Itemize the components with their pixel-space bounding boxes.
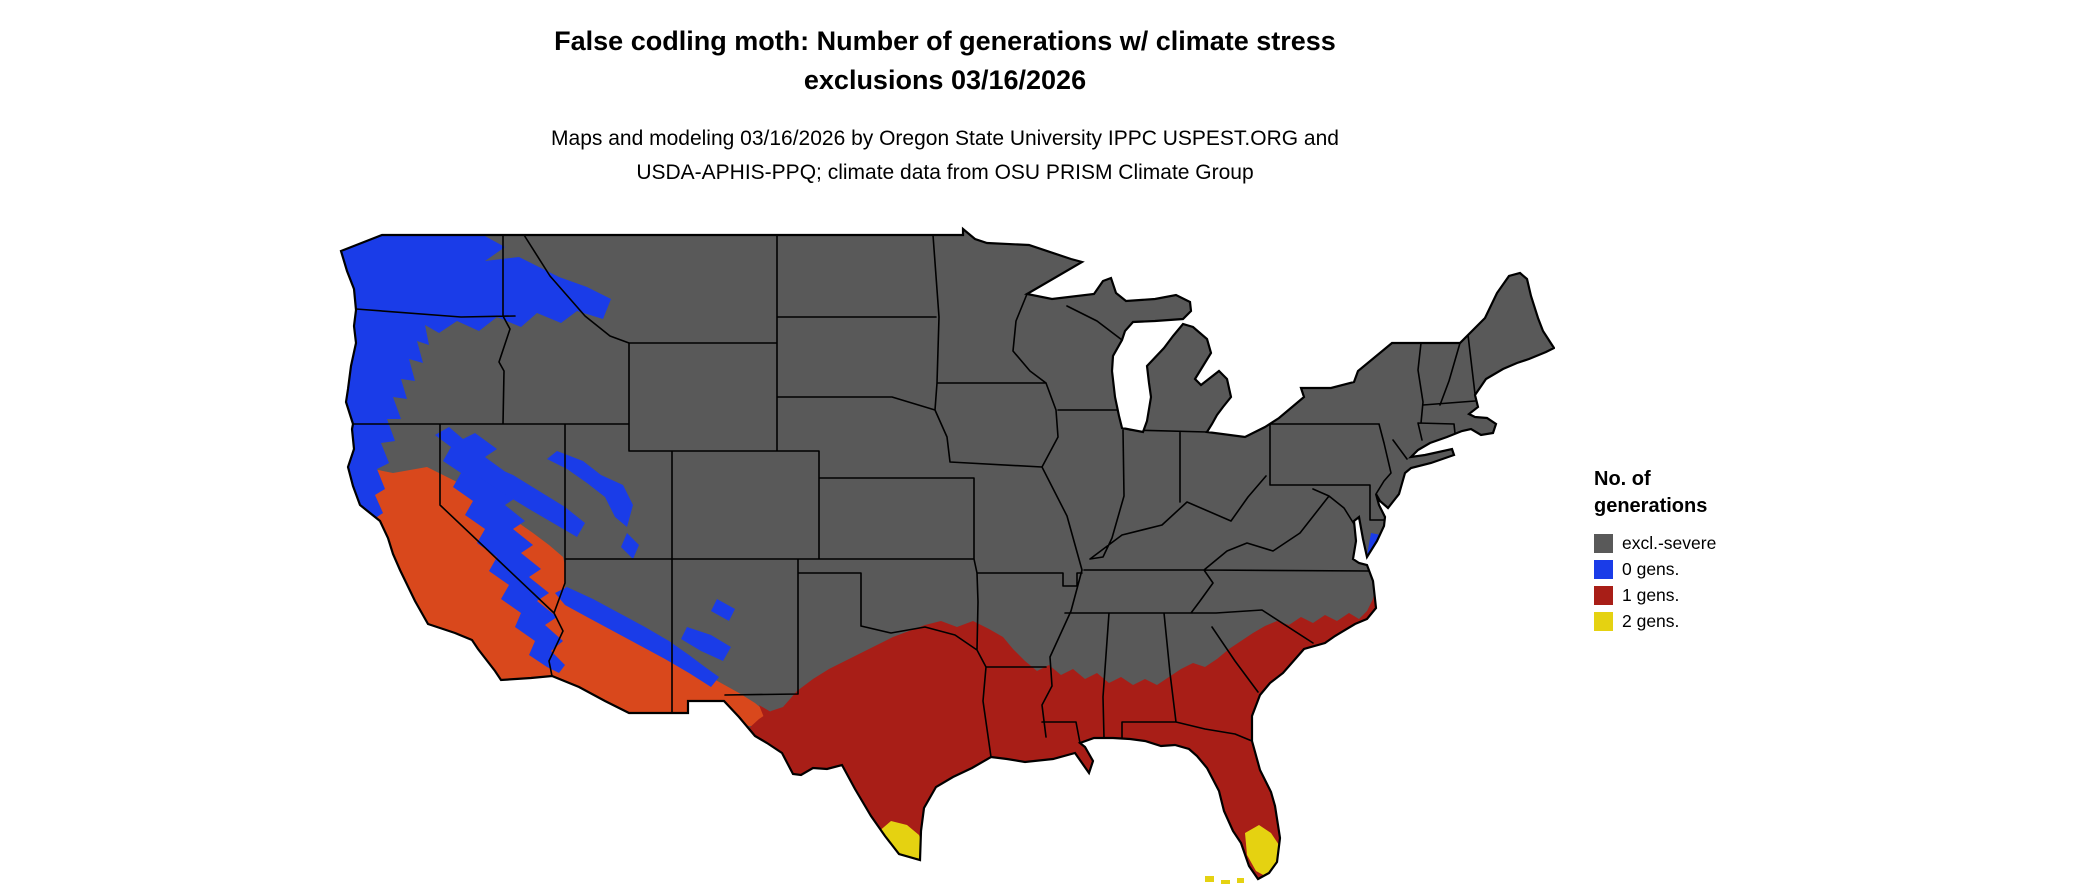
region-zero-gens-pacific-northwest — [341, 229, 611, 541]
legend-swatch-one-gen — [1594, 585, 1613, 605]
region-one-gen-arizona-newmexico — [535, 591, 771, 726]
legend-row-zero-gens: 0 gens. — [1594, 556, 1716, 582]
map-title: False codling moth: Number of generation… — [0, 22, 1890, 100]
region-zero-gens-utah-nevada — [547, 451, 639, 559]
state-borders — [352, 234, 1476, 758]
region-zero-gens-mogollon-rim — [555, 587, 719, 687]
legend-row-excl-severe: excl.-severe — [1594, 530, 1716, 556]
map-subtitle-line1: Maps and modeling 03/16/2026 by Oregon S… — [551, 127, 1339, 150]
legend-items: excl.-severe 0 gens. 1 gens. 2 gens. — [1594, 530, 1716, 634]
region-two-gens-south-texas — [877, 821, 925, 865]
region-two-gens-florida-keys — [1205, 876, 1244, 885]
legend-label-two-gens: 2 gens. — [1622, 610, 1680, 631]
us-map-svg — [339, 227, 1556, 885]
legend-swatch-two-gens — [1594, 611, 1613, 631]
legend-label-one-gen: 1 gens. — [1622, 584, 1680, 605]
legend-label-excl-severe: excl.-severe — [1622, 532, 1717, 553]
us-generations-map — [335, 221, 1556, 885]
legend-swatch-excl-severe — [1594, 533, 1613, 553]
legend-row-two-gens: 2 gens. — [1594, 608, 1716, 634]
map-subtitle-line2: USDA-APHIS-PPQ; climate data from OSU PR… — [636, 161, 1254, 184]
legend-row-one-gen: 1 gens. — [1594, 582, 1716, 608]
map-legend: No. of generations excl.-severe 0 gens. … — [1594, 466, 1716, 634]
region-zero-gens-nevada-streak — [479, 463, 585, 537]
region-zero-gens-new-mexico-highlands — [681, 599, 735, 661]
map-fill-layer — [341, 229, 1554, 879]
legend-title-line1: No. of — [1594, 468, 1651, 490]
map-subtitle: Maps and modeling 03/16/2026 by Oregon S… — [0, 122, 1890, 190]
region-two-gens-south-florida — [1245, 825, 1279, 877]
legend-title-line2: generations — [1594, 495, 1708, 517]
legend-swatch-zero-gens — [1594, 559, 1613, 579]
map-title-line2: exclusions 03/16/2026 — [803, 65, 1087, 95]
region-zero-gens-sierra-nevada — [435, 427, 565, 673]
map-title-line1: False codling moth: Number of generation… — [554, 26, 1336, 56]
legend-label-zero-gens: 0 gens. — [1622, 558, 1680, 579]
